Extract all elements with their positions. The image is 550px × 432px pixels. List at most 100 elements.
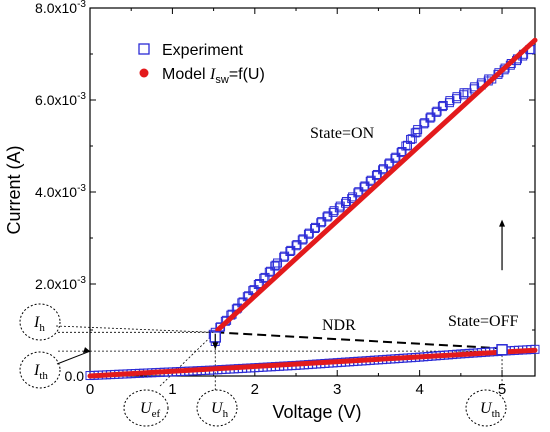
up-arrow-head — [499, 219, 506, 227]
experiment-point — [407, 134, 417, 144]
experiment-point — [353, 188, 363, 198]
experiment-point — [354, 187, 364, 197]
ith-label: Ith — [33, 362, 48, 382]
experiment-point — [412, 127, 422, 137]
experiment-point — [420, 118, 430, 128]
experiment-point — [316, 218, 326, 228]
experiment-point — [366, 175, 376, 185]
experiment-point — [438, 100, 448, 110]
experiment-point — [365, 176, 375, 186]
experiment-point — [297, 235, 307, 245]
experiment-point — [298, 234, 308, 244]
experiment-point — [310, 224, 320, 233]
experiment-point — [396, 148, 406, 158]
x-tick-label: 0 — [86, 381, 94, 398]
experiment-point — [372, 169, 382, 179]
legend-label-model: Model Isw=f(U) — [162, 66, 265, 86]
experiment-point — [291, 241, 301, 251]
legend-label-experiment: Experiment — [162, 42, 243, 59]
guide-lines — [58, 331, 503, 390]
experiment-point — [285, 247, 295, 256]
hold-arrow-head — [212, 342, 219, 350]
uth-label: Uth — [480, 400, 501, 420]
experiment-point — [286, 245, 296, 255]
experiment-point — [385, 158, 395, 168]
experiment-point — [341, 197, 351, 206]
experiment-point — [432, 106, 442, 116]
uh-label: Uh — [211, 400, 229, 420]
experiment-point — [271, 260, 281, 270]
experiment-point — [292, 240, 302, 250]
experiment-point — [273, 258, 283, 268]
uth-circle — [465, 389, 507, 427]
state-on-label: State=ON — [310, 125, 375, 142]
legend-square-marker — [138, 43, 150, 55]
experiment-point — [406, 134, 416, 144]
x-tick-label: 2 — [251, 381, 259, 398]
ith-circle — [19, 351, 61, 389]
x-tick-label: 4 — [415, 381, 423, 398]
experiment-point — [410, 128, 420, 138]
experiment-point — [403, 140, 413, 150]
experiment-point — [378, 165, 388, 175]
experiment-point — [323, 211, 333, 221]
experiment-point — [329, 206, 339, 216]
experiment-point — [280, 251, 290, 261]
ih-label: Ih — [33, 314, 45, 334]
experiment-point — [335, 201, 345, 211]
state-off-label: State=OFF — [448, 313, 518, 330]
model-line-0 — [87, 347, 538, 379]
x-tick-label: 1 — [168, 381, 176, 398]
legend-dot-marker — [139, 68, 149, 78]
experiment-point — [303, 229, 313, 239]
model-line-1 — [215, 37, 538, 333]
experiment-point — [426, 112, 436, 122]
experiment-point — [317, 217, 327, 227]
experiment-point — [328, 207, 338, 217]
ith-leader — [56, 350, 91, 365]
legend: Experiment Model Isw=f(U) — [138, 42, 265, 86]
ih-circle — [19, 303, 61, 341]
experiment-point — [379, 164, 389, 174]
experiment-point — [391, 152, 401, 162]
experiment-point — [390, 153, 400, 163]
experiment-point — [259, 273, 269, 283]
y-tick-label: 0.0 — [65, 368, 85, 384]
experiment-point — [253, 279, 263, 289]
experiment-point — [360, 181, 370, 191]
experiment-point — [413, 125, 423, 135]
uef-circle — [123, 389, 169, 427]
experiment-point — [270, 261, 280, 271]
experiment-point — [384, 159, 394, 169]
experiment-point — [311, 222, 321, 232]
experiment-point — [431, 107, 441, 117]
experiment-point — [359, 182, 369, 192]
y-tick-label: 2.0x10-3 — [35, 275, 86, 292]
experiment-point — [264, 267, 274, 277]
threshold-point — [496, 344, 508, 356]
annotations: State=ON State=OFF NDR Ih Ith Uef Uh Uth — [19, 125, 518, 427]
data-series — [85, 37, 540, 381]
y-tick-label: 8.0x10-3 — [35, 0, 86, 16]
experiment-point — [371, 171, 381, 181]
axis-ticks: 0 1 2 3 4 5 0.0 2.0x10-3 4.0x10-3 6.0x10-3 8.0x10-… — [35, 0, 535, 398]
experiment-point — [341, 198, 351, 208]
x-axis-label: Voltage (V) — [272, 402, 361, 422]
ndr-line — [215, 331, 503, 350]
experiment-point — [401, 141, 411, 151]
experiment-point — [347, 194, 357, 204]
experiment-point — [419, 119, 429, 129]
uef-label: Uef — [140, 400, 160, 420]
ih-leader — [55, 325, 214, 333]
experiment-point — [304, 228, 314, 238]
experiment-point — [425, 113, 435, 123]
y-tick-label: 6.0x10-3 — [35, 91, 86, 108]
experiment-point — [334, 203, 344, 213]
uef-guide — [159, 332, 216, 387]
ith-leader-head — [83, 347, 90, 354]
uh-circle — [196, 389, 238, 427]
y-axis-label: Current (A) — [4, 145, 24, 234]
x-tick-label: 5 — [498, 381, 506, 398]
experiment-point — [279, 252, 289, 262]
